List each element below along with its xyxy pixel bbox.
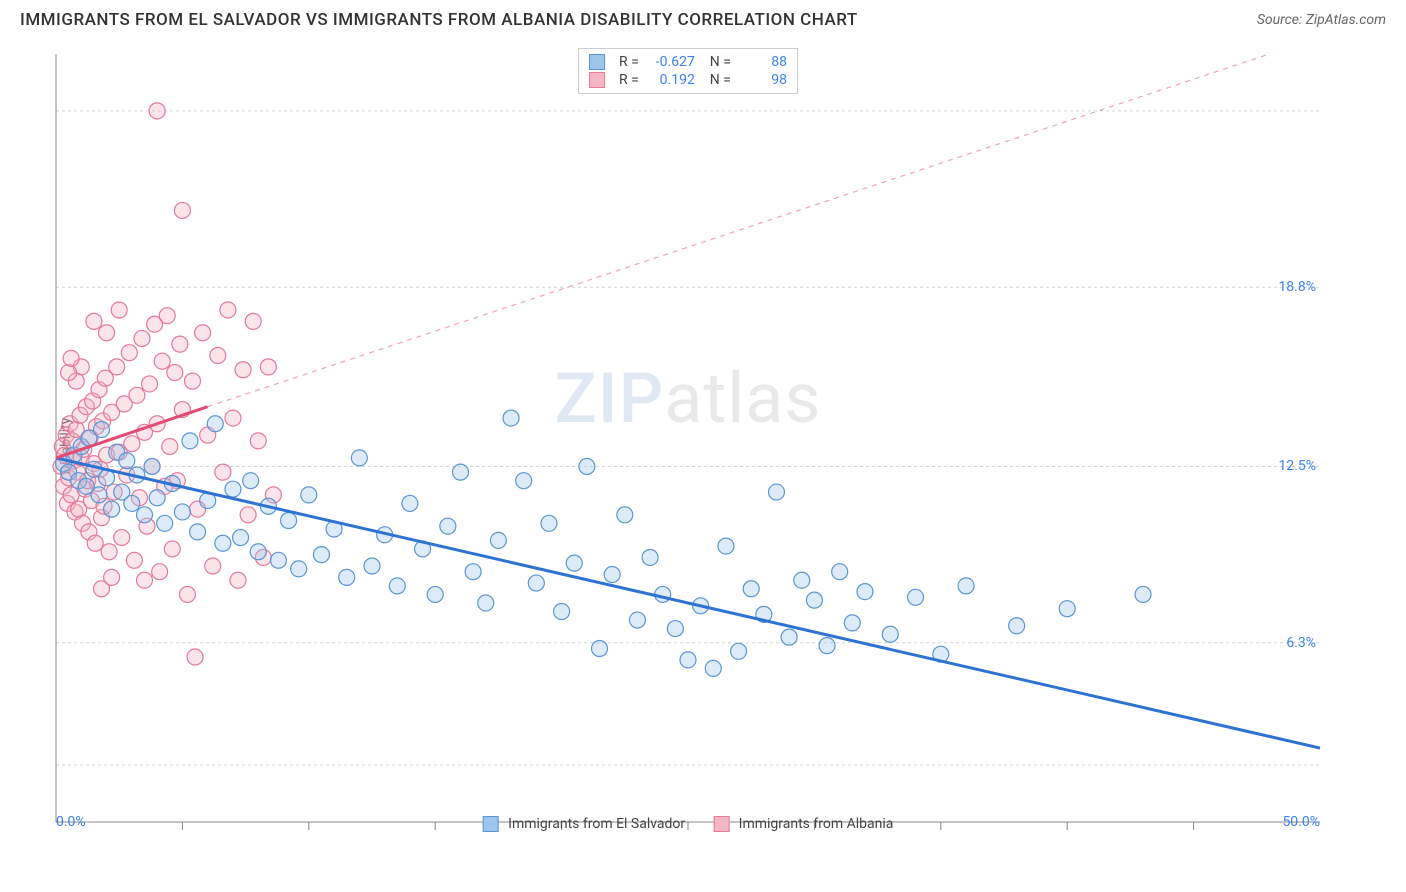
x-legend-item-2: Immigrants from Albania	[713, 816, 893, 832]
chart-title: IMMIGRANTS FROM EL SALVADOR VS IMMIGRANT…	[20, 10, 858, 30]
r-value-1: -0.627	[647, 54, 695, 70]
x-legend-label-2: Immigrants from Albania	[739, 816, 894, 832]
n-value-2: 98	[739, 72, 787, 88]
x-legend: Immigrants from El Salvador Immigrants f…	[483, 816, 894, 832]
x-legend-swatch-pink	[713, 816, 729, 832]
x-tick-label: 0.0%	[56, 814, 86, 830]
y-tick-label: 6.3%	[1286, 635, 1316, 651]
n-value-1: 88	[739, 54, 787, 70]
chart-area: Disability ZIPatlas R = -0.627 N = 88 R …	[48, 48, 1328, 828]
y-tick-label: 12.5%	[1278, 458, 1316, 474]
correlation-row-1: R = -0.627 N = 88	[589, 53, 787, 71]
correlation-legend: R = -0.627 N = 88 R = 0.192 N = 98	[578, 48, 798, 94]
chart-source: Source: ZipAtlas.com	[1257, 12, 1386, 28]
r-value-2: 0.192	[647, 72, 695, 88]
correlation-row-2: R = 0.192 N = 98	[589, 71, 787, 89]
scatter-plot-svg	[48, 48, 1328, 838]
x-legend-label-1: Immigrants from El Salvador	[508, 816, 685, 832]
x-legend-swatch-blue	[483, 816, 499, 832]
x-tick-label: 50.0%	[1282, 814, 1320, 830]
y-tick-label: 18.8%	[1278, 279, 1316, 295]
legend-swatch-pink	[589, 72, 605, 88]
chart-header: IMMIGRANTS FROM EL SALVADOR VS IMMIGRANT…	[0, 0, 1406, 35]
x-legend-item-1: Immigrants from El Salvador	[483, 816, 686, 832]
legend-swatch-blue	[589, 54, 605, 70]
